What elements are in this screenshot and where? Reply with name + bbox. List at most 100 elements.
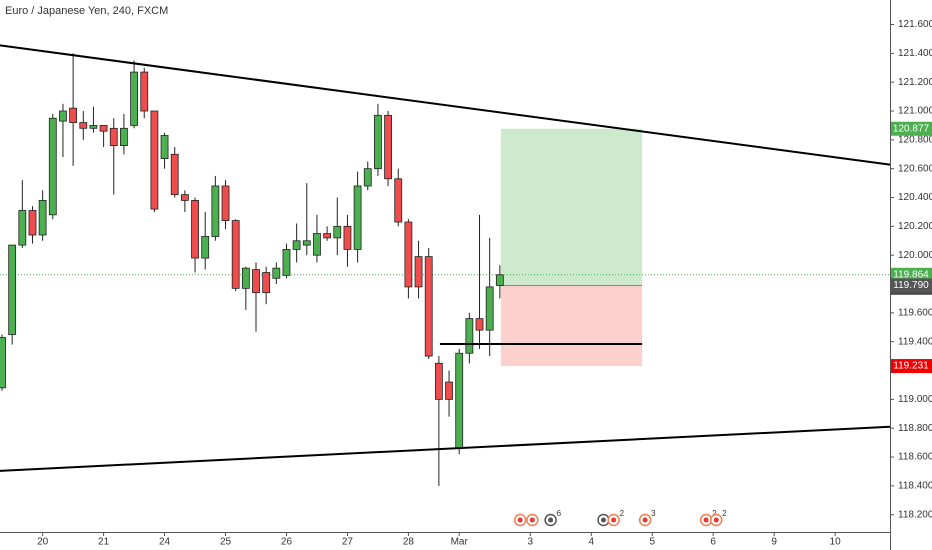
- candle-body: [18, 210, 27, 246]
- candle-body: [8, 244, 17, 335]
- candle-body: [495, 274, 504, 286]
- candle-body: [343, 225, 352, 250]
- candle-body: [272, 267, 281, 279]
- x-tick-label: 25: [220, 537, 232, 548]
- candle-body: [374, 114, 382, 170]
- plot-area: [0, 44, 890, 486]
- price-tag: [891, 267, 932, 282]
- y-tick-label: 121.000: [898, 106, 932, 117]
- price-tag-label: 119.231: [893, 361, 929, 372]
- candle-body: [28, 210, 37, 236]
- candle-body: [160, 135, 169, 159]
- y-tick-label: 118.600: [898, 452, 932, 463]
- candle-body: [109, 127, 118, 147]
- x-tick-label: 24: [159, 537, 171, 548]
- candle-body: [59, 110, 67, 122]
- candle-body: [0, 336, 6, 389]
- candle-body: [241, 267, 250, 289]
- candle-body: [292, 240, 301, 250]
- candle-body: [485, 286, 494, 331]
- y-tick-label: 121.200: [898, 77, 932, 88]
- event-icon-dot: [642, 517, 648, 523]
- event-count: 2: [712, 509, 717, 518]
- candle-body: [38, 200, 47, 236]
- price-tag: [891, 359, 932, 374]
- x-tick-label: 27: [342, 537, 354, 548]
- candle-body: [363, 168, 372, 187]
- candle-body: [424, 256, 433, 357]
- event-icon-dot: [600, 517, 606, 523]
- y-tick-label: 120.400: [898, 192, 932, 203]
- stop-zone: [500, 285, 643, 367]
- candle-body: [170, 153, 179, 196]
- x-tick-label: 26: [281, 537, 293, 548]
- x-tick-label: 9: [771, 537, 777, 548]
- candle-body: [262, 272, 271, 294]
- x-tick-label: 21: [98, 537, 110, 548]
- candle-body: [434, 362, 443, 400]
- y-tick-label: 120.000: [898, 250, 932, 261]
- candle-body: [282, 249, 291, 276]
- event-count: 2: [620, 509, 625, 518]
- candle-body: [353, 185, 362, 250]
- candle-body: [252, 269, 260, 294]
- candle-body: [465, 318, 474, 354]
- y-tick-label: 120.200: [898, 221, 932, 232]
- candle-body: [69, 107, 78, 123]
- candle-body: [231, 220, 240, 289]
- y-tick-label: 119.400: [898, 336, 932, 347]
- event-icon-dot: [548, 517, 554, 523]
- price-tag-label: 120.877: [893, 123, 930, 134]
- price-tag: [891, 278, 932, 293]
- y-tick-label: 119.600: [898, 307, 932, 318]
- price-tag-label: 119.864: [893, 269, 929, 280]
- candle-body: [302, 240, 311, 246]
- event-icon-dot: [517, 517, 523, 523]
- candle-body: [211, 185, 220, 237]
- candle-body: [180, 194, 189, 201]
- event-count: 6: [557, 509, 562, 518]
- candle-body: [130, 71, 138, 126]
- event-count: 2: [722, 509, 727, 518]
- candle-body: [455, 352, 464, 449]
- x-tick-label: 4: [588, 537, 594, 548]
- candle-body: [201, 236, 210, 259]
- y-tick-label: 121.400: [898, 48, 932, 59]
- event-icon-dot: [713, 517, 719, 523]
- event-icon-dot: [529, 517, 535, 523]
- x-tick-label: 5: [649, 537, 655, 548]
- candle-body: [384, 114, 392, 180]
- trend-line: [0, 425, 890, 472]
- y-tick-label: 121.600: [898, 19, 932, 30]
- x-tick-label: 28: [403, 537, 415, 548]
- y-tick-label: 120.800: [898, 134, 932, 145]
- candle-body: [333, 225, 342, 239]
- candle-body: [414, 256, 423, 288]
- candle-body: [140, 71, 149, 112]
- x-tick-label: 20: [37, 537, 49, 548]
- candle-body: [150, 110, 159, 210]
- price-tag-label: 119.790: [893, 280, 929, 291]
- candle-body: [48, 117, 57, 216]
- target-zone: [500, 128, 643, 286]
- candle-body: [323, 233, 332, 239]
- candle-body: [99, 125, 108, 132]
- event-count: 3: [651, 509, 656, 518]
- x-tick-label: 3: [528, 537, 534, 548]
- candle-body: [404, 221, 413, 288]
- y-tick-label: 118.200: [898, 509, 932, 520]
- price-tag: [891, 121, 932, 136]
- trend-line: [0, 44, 890, 166]
- chart-title: Euro / Japanese Yen, 240, FXCM: [5, 5, 168, 17]
- candle-body: [313, 233, 321, 256]
- candle-body: [475, 318, 484, 331]
- y-tick-label: 120.600: [898, 163, 932, 174]
- candle-body: [445, 381, 453, 400]
- y-tick-label: 118.400: [898, 481, 932, 492]
- candle-body: [191, 200, 199, 259]
- y-tick-label: 118.800: [898, 423, 932, 434]
- x-tick-label: 10: [830, 537, 842, 548]
- x-tick-label: 6: [710, 537, 716, 548]
- candle-body: [394, 178, 403, 223]
